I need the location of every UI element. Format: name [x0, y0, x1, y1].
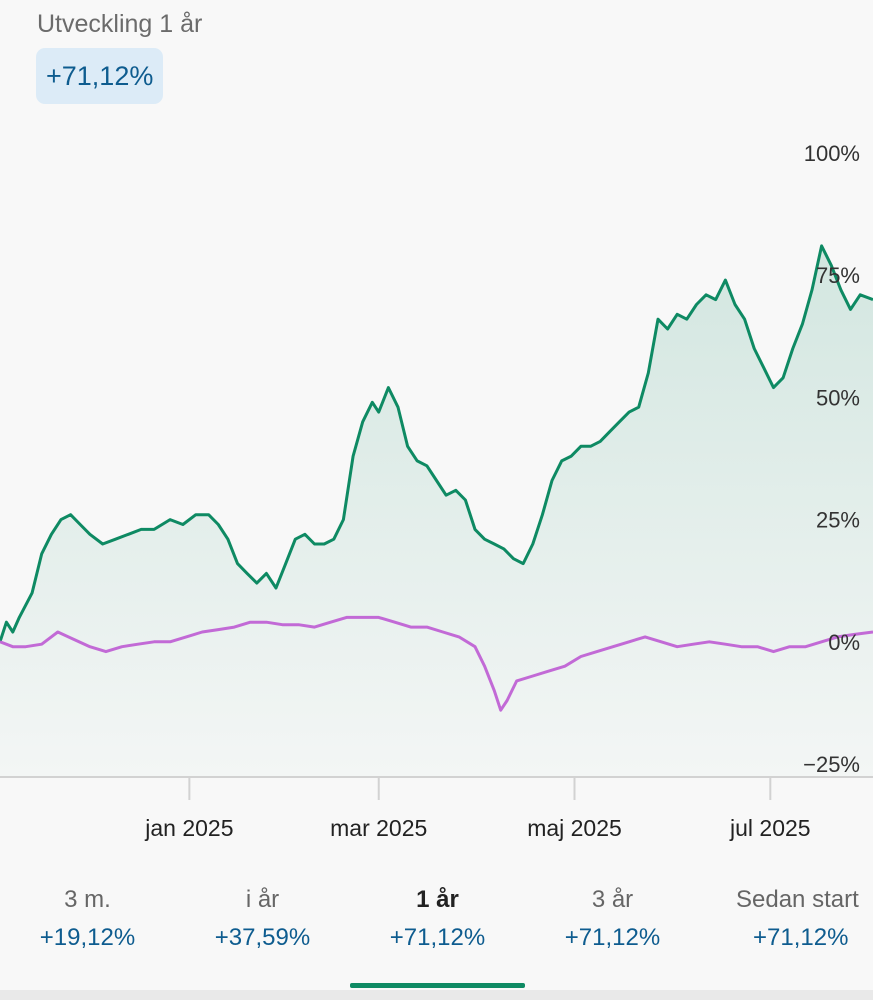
index-series-line — [0, 615, 873, 712]
y-tick-label: 0% — [828, 630, 860, 655]
series-area-fill — [0, 245, 873, 777]
tab-value: +71,12% — [753, 924, 849, 951]
tab-this-year[interactable]: i år +37,59% — [175, 870, 350, 990]
tab-value: +71,12% — [389, 924, 486, 951]
tab-label: Sedan start — [736, 886, 859, 913]
y-tick-label: 50% — [816, 385, 860, 410]
tab-label: 3 år — [591, 886, 634, 913]
tab-label: 3 m. — [64, 886, 111, 913]
tab-value: +37,59% — [214, 924, 311, 951]
tab-3-months[interactable]: 3 m. +19,12% — [0, 870, 175, 990]
x-tick-label: maj 2025 — [527, 815, 622, 841]
bottom-strip — [0, 990, 873, 1000]
period-tabs: 3 m. +19,12% i år +37,59% 1 år +71,12% 3… — [0, 870, 873, 1000]
y-tick-label: 100% — [804, 141, 860, 166]
tab-since-start[interactable]: Sedan start +71,12% — [700, 870, 873, 990]
y-tick-label: 25% — [816, 508, 860, 533]
tab-value: +19,12% — [39, 924, 136, 951]
tab-3-years[interactable]: 3 år +71,12% — [525, 870, 700, 990]
chart-title: Utveckling 1 år — [37, 10, 203, 38]
tab-value: +71,12% — [564, 924, 661, 951]
active-tab-indicator — [350, 983, 525, 988]
tab-label: i år — [245, 886, 280, 913]
x-tick-label: jul 2025 — [729, 815, 811, 841]
return-badge: +71,12% — [36, 48, 164, 104]
performance-chart[interactable]: jan 2025 mar 2025 maj 2025 jul 2025 100% 75%… — [0, 0, 873, 860]
x-tick-label: jan 2025 — [144, 815, 233, 841]
x-tick-label: mar 2025 — [330, 815, 427, 841]
fund-series-line — [0, 244, 873, 643]
y-tick-label: 75% — [816, 263, 860, 288]
y-tick-label: −25% — [803, 752, 860, 777]
tab-label: 1 år — [416, 886, 459, 913]
tab-1-year[interactable]: 1 år +71,12% — [350, 870, 525, 990]
